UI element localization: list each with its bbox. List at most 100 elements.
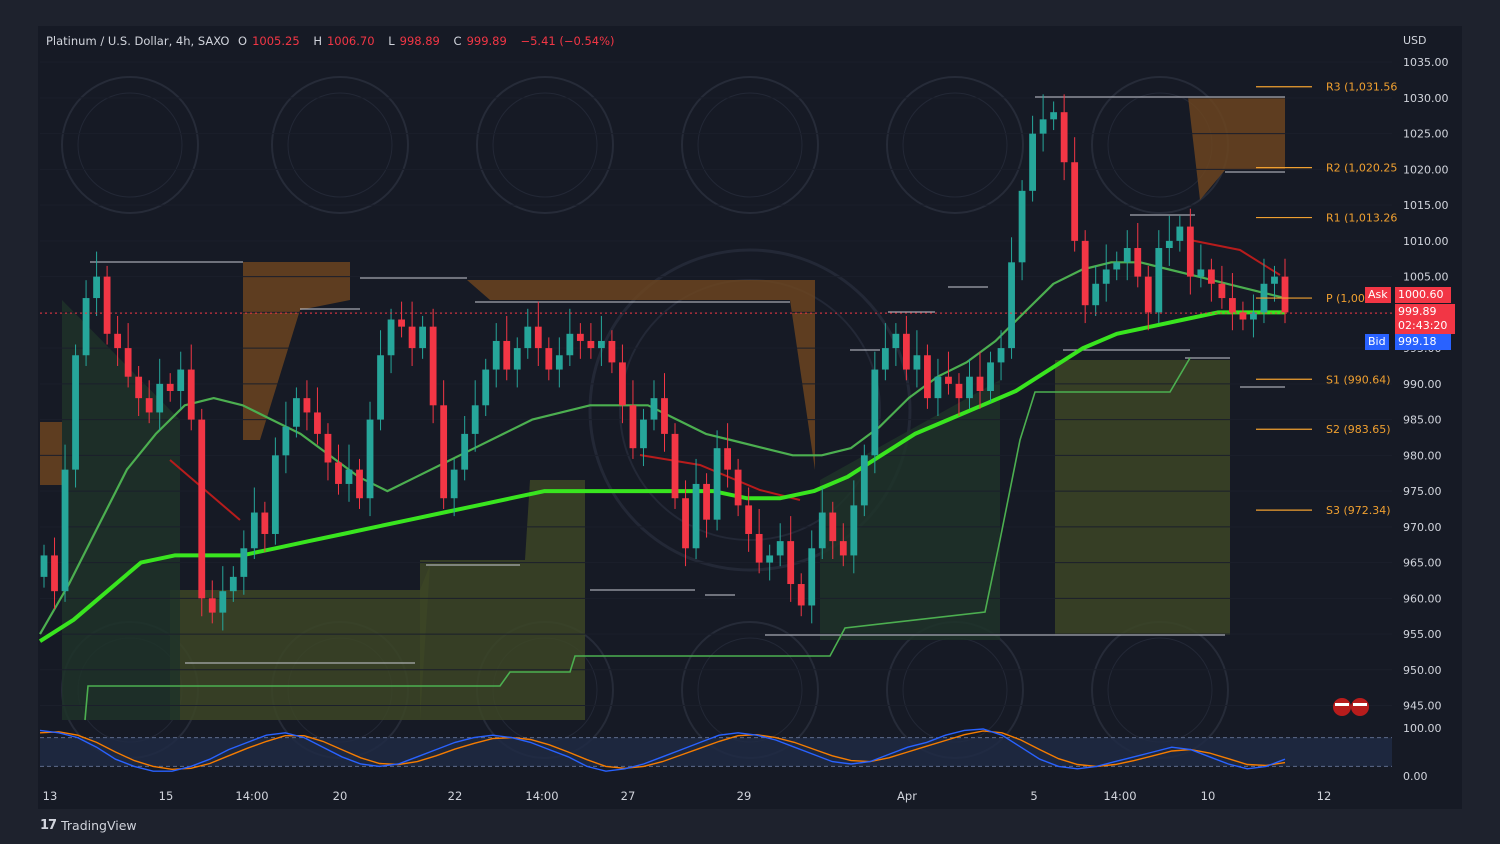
ema-line xyxy=(38,310,1285,643)
candle-body xyxy=(839,541,847,556)
last-price-value: 999.89 xyxy=(1395,304,1455,320)
candle-body xyxy=(1144,276,1152,313)
candle-body xyxy=(335,462,342,484)
candle-body xyxy=(955,383,963,399)
candle-body xyxy=(261,512,269,534)
candle-body xyxy=(671,433,679,499)
candle-body xyxy=(808,548,816,606)
candle-body xyxy=(82,298,90,356)
candle-body xyxy=(429,326,437,406)
price-tick-label: 1015.00 xyxy=(1403,199,1449,212)
watermark-ring xyxy=(287,92,393,198)
candle-body xyxy=(966,376,973,399)
candle-body xyxy=(871,369,879,456)
candle-body xyxy=(755,533,763,563)
candle-body xyxy=(177,369,185,391)
candle-body xyxy=(597,340,605,349)
candle-body xyxy=(1197,269,1205,277)
candle-body xyxy=(734,469,742,506)
candle-body xyxy=(1250,312,1257,320)
candle-body xyxy=(240,548,248,577)
candle-body xyxy=(776,541,784,556)
candle-body xyxy=(1176,226,1184,241)
flag-stripe xyxy=(1353,703,1367,706)
candle-body xyxy=(818,512,826,549)
candle-body xyxy=(692,483,700,549)
symbol-title[interactable]: Platinum / U.S. Dollar, 4h, SAXO xyxy=(46,34,230,48)
event-flags[interactable] xyxy=(1331,696,1371,722)
time-axis[interactable]: 13 15 14:00 20 22 14:00 27 29 Apr 5 14:00 10 12 xyxy=(43,789,1332,803)
candle-body xyxy=(661,398,668,434)
time-tick-label: 27 xyxy=(621,789,636,803)
cloud-region xyxy=(820,380,1000,640)
watermark-ring xyxy=(697,92,803,198)
candle-body xyxy=(398,319,405,327)
candle-body xyxy=(997,348,1005,363)
candle-body xyxy=(503,340,511,370)
time-tick-label: 22 xyxy=(448,789,463,803)
pivot-label: S2 (983.65) xyxy=(1326,423,1391,436)
candle-body xyxy=(314,412,321,434)
price-tick-label: 1010.00 xyxy=(1403,235,1449,248)
us-flag-icon[interactable] xyxy=(1333,698,1351,716)
stochastic-pane[interactable]: 100.00 0.00 xyxy=(39,722,1442,783)
candle-body xyxy=(324,433,332,463)
candle-body xyxy=(51,555,58,592)
candle-body xyxy=(1165,240,1173,249)
watermark-ring xyxy=(77,92,183,198)
ask-label: Ask xyxy=(1365,287,1391,303)
candle-body xyxy=(61,469,69,592)
candle-body xyxy=(640,419,647,449)
pivot-label: R2 (1,020.25 xyxy=(1326,162,1397,175)
watermark-ring xyxy=(588,248,912,572)
candle-body xyxy=(513,348,521,370)
time-tick-label: 14:00 xyxy=(235,789,268,803)
candle-body xyxy=(187,369,195,420)
candle-body xyxy=(587,340,595,349)
candle-body xyxy=(987,362,994,391)
cloud-region xyxy=(1055,360,1230,635)
currency-label[interactable]: USD xyxy=(1403,34,1427,47)
price-tick-label: 1005.00 xyxy=(1403,271,1449,284)
close-value: 999.89 xyxy=(466,34,507,48)
candle-body xyxy=(250,512,258,549)
pivot-levels: R3 (1,031.56 R2 (1,020.25 R1 (1,013.26 P (1… xyxy=(1256,81,1397,517)
brand-name: TradingView xyxy=(61,818,137,833)
watermark-ring xyxy=(492,92,598,198)
price-axis[interactable]: 1035.00 1030.00 1025.00 1020.00 1015.00 1010.… xyxy=(1403,56,1449,712)
candle-body xyxy=(650,398,658,420)
us-flag-icon[interactable] xyxy=(1351,698,1369,716)
time-tick-label: 20 xyxy=(333,789,348,803)
candle-body xyxy=(492,340,500,370)
watermark-ring xyxy=(61,76,199,214)
price-tick-label: 980.00 xyxy=(1403,449,1442,462)
candle-body xyxy=(1102,269,1110,284)
price-tick-label: 955.00 xyxy=(1403,628,1442,641)
cloud-region xyxy=(1188,97,1285,200)
candle-body xyxy=(629,405,637,449)
candle-body xyxy=(40,555,48,577)
candle-body xyxy=(924,355,931,399)
stoch-tick-label: 0.00 xyxy=(1403,770,1428,783)
price-tick-label: 985.00 xyxy=(1403,414,1442,427)
price-tick-label: 990.00 xyxy=(1403,378,1442,391)
candlestick-series[interactable] xyxy=(40,94,1392,631)
candle-body xyxy=(1113,262,1121,270)
candle-body xyxy=(881,348,889,370)
candle-body xyxy=(934,376,942,399)
candle-body xyxy=(450,469,458,499)
cloud-region xyxy=(170,565,430,720)
tradingview-brand[interactable]: 17 TradingView xyxy=(40,818,137,833)
candle-body xyxy=(419,326,427,349)
price-tick-label: 950.00 xyxy=(1403,664,1442,677)
tradingview-logo-icon: 17 xyxy=(40,818,57,833)
time-tick-label: 14:00 xyxy=(1103,789,1136,803)
time-tick-label: 5 xyxy=(1030,789,1037,803)
ask-value: 1000.60 xyxy=(1395,287,1451,303)
candle-body xyxy=(524,326,532,349)
candle-body xyxy=(724,448,732,470)
watermark-ring xyxy=(681,76,819,214)
candle-body xyxy=(713,448,721,520)
candle-body xyxy=(1134,248,1142,277)
